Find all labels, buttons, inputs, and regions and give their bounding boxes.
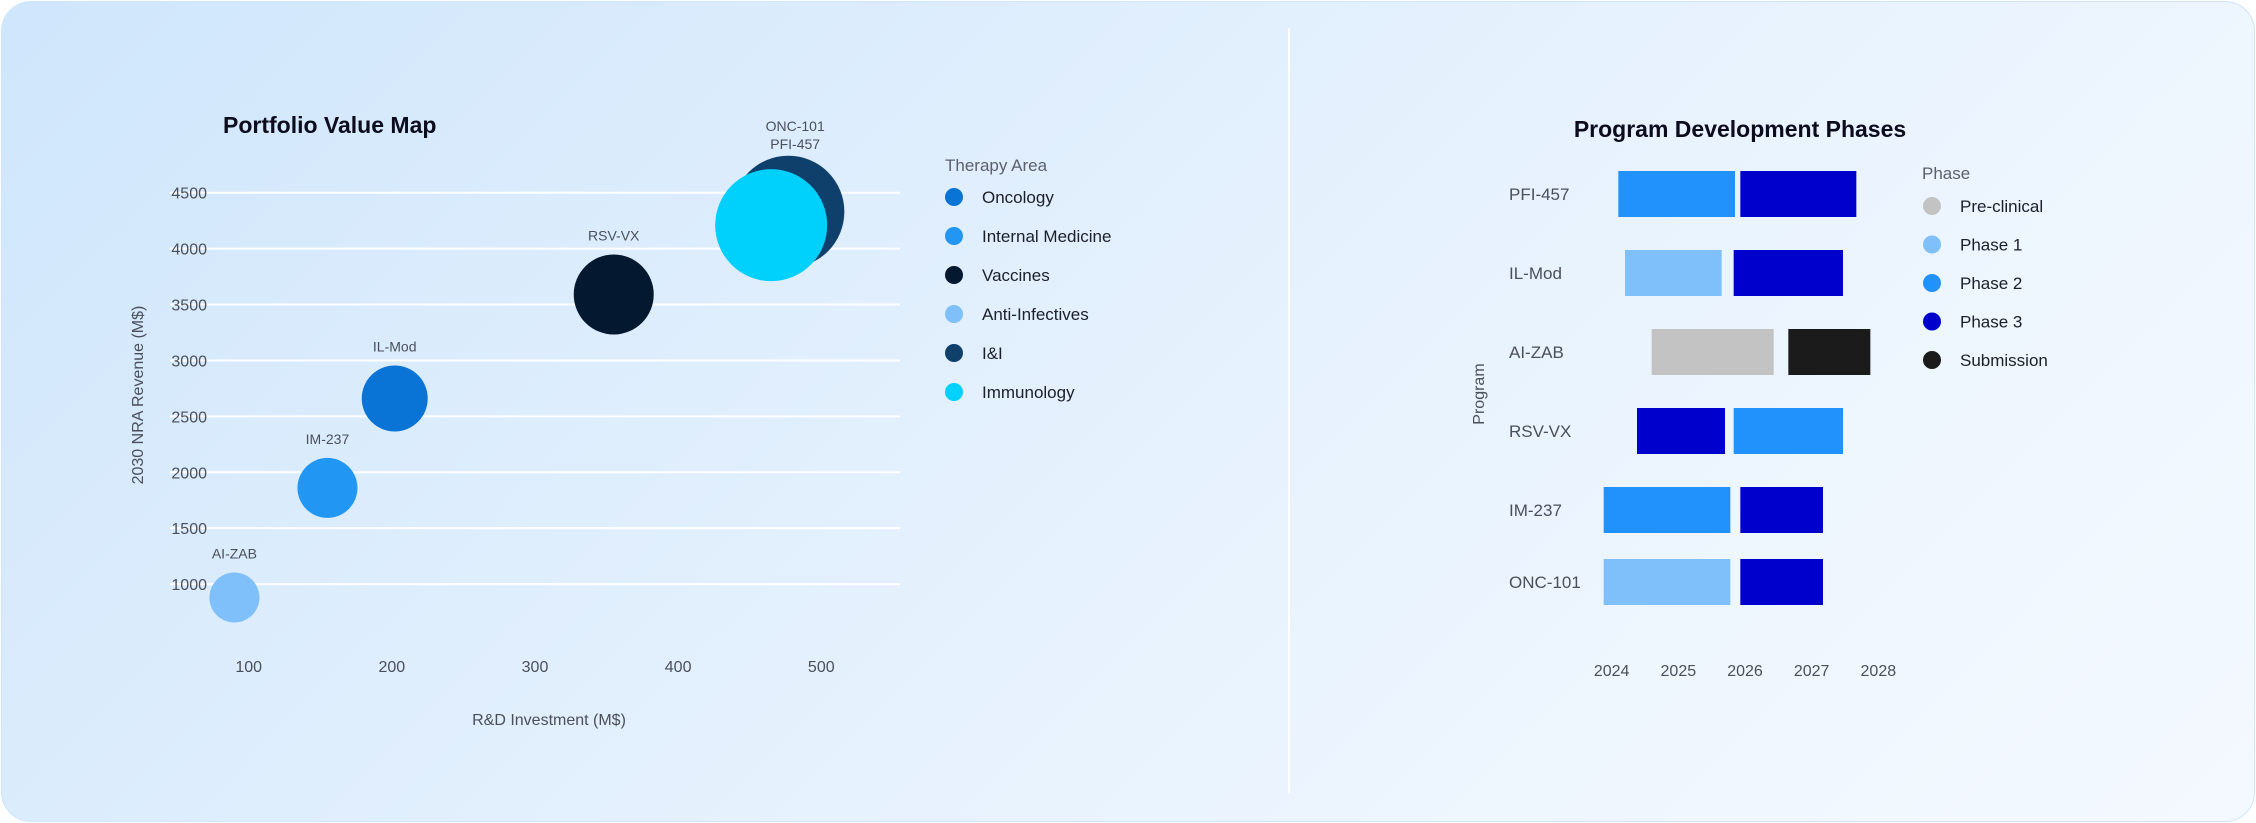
program-label: IL-Mod bbox=[1509, 264, 1562, 283]
legend-label: Internal Medicine bbox=[982, 227, 1111, 246]
gantt-chart-title: Program Development Phases bbox=[1574, 116, 1906, 142]
legend-swatch bbox=[1923, 274, 1941, 292]
legend-label: Oncology bbox=[982, 188, 1054, 207]
x-tick-label: 2027 bbox=[1794, 663, 1830, 680]
gantt-bar-onc-101 bbox=[1740, 559, 1823, 605]
bubble-label: AI-ZAB bbox=[212, 546, 257, 562]
legend-swatch bbox=[1923, 197, 1941, 215]
x-tick-label: 200 bbox=[379, 659, 406, 676]
bubble-label: ONC-101 bbox=[766, 118, 825, 134]
x-tick-label: 400 bbox=[665, 659, 692, 676]
program-label: AI-ZAB bbox=[1509, 343, 1564, 362]
bubble-chart-title: Portfolio Value Map bbox=[223, 112, 436, 138]
gantt-bar-ai-zab bbox=[1788, 329, 1871, 375]
y-tick-label: 2500 bbox=[171, 409, 207, 426]
legend-label: I&I bbox=[982, 344, 1003, 363]
y-axis-title: Program bbox=[1471, 363, 1488, 424]
legend-swatch bbox=[945, 227, 963, 245]
program-label: PFI-457 bbox=[1509, 185, 1569, 204]
y-tick-label: 1000 bbox=[171, 577, 207, 594]
legend-swatch bbox=[945, 383, 963, 401]
legend-swatch bbox=[945, 188, 963, 206]
y-tick-label: 3000 bbox=[171, 353, 207, 370]
gantt-bar-ai-zab bbox=[1651, 329, 1774, 375]
legend-swatch bbox=[1923, 235, 1941, 254]
y-tick-label: 4000 bbox=[171, 242, 207, 259]
panel-divider bbox=[1288, 28, 1290, 794]
legend-title: Phase bbox=[1922, 164, 1970, 183]
x-tick-label: 500 bbox=[808, 659, 835, 676]
y-tick-label: 4500 bbox=[171, 186, 207, 203]
legend-label: Submission bbox=[1960, 351, 2048, 370]
legend-label: Phase 3 bbox=[1960, 313, 2022, 332]
legend-label: Immunology bbox=[982, 383, 1075, 402]
gantt-bar-il-mod bbox=[1625, 250, 1722, 296]
x-tick-label: 2028 bbox=[1861, 663, 1897, 680]
bubble-pfi-457 bbox=[715, 169, 828, 282]
bubble-label: PFI-457 bbox=[770, 136, 820, 152]
legend-label: Phase 1 bbox=[1960, 236, 2022, 255]
gantt-bar-pfi-457 bbox=[1740, 171, 1857, 217]
legend-label: Phase 2 bbox=[1960, 274, 2022, 293]
legend-swatch bbox=[945, 266, 963, 284]
gantt-bar-im-237 bbox=[1603, 487, 1731, 533]
legend-swatch bbox=[1923, 312, 1941, 331]
y-tick-label: 2000 bbox=[171, 465, 207, 482]
legend-title: Therapy Area bbox=[945, 156, 1048, 175]
legend-swatch bbox=[945, 305, 963, 323]
legend-swatch bbox=[1923, 351, 1941, 369]
gantt-bar-pfi-457 bbox=[1618, 171, 1735, 217]
bubble-rsv-vx bbox=[573, 254, 654, 335]
x-tick-label: 300 bbox=[522, 659, 549, 676]
y-tick-label: 1500 bbox=[171, 521, 207, 538]
y-tick-label: 3500 bbox=[171, 298, 207, 315]
bubble-label: RSV-VX bbox=[588, 227, 640, 243]
x-tick-label: 100 bbox=[235, 659, 262, 676]
legend-label: Anti-Infectives bbox=[982, 305, 1089, 324]
gantt-bar-rsv-vx bbox=[1733, 408, 1843, 454]
program-label: RSV-VX bbox=[1509, 422, 1571, 441]
legend-label: Pre-clinical bbox=[1960, 197, 2043, 216]
legend-swatch bbox=[945, 344, 963, 362]
bubble-im-237 bbox=[297, 457, 358, 518]
bubble-label: IM-237 bbox=[306, 431, 350, 447]
x-tick-label: 2025 bbox=[1661, 663, 1697, 680]
gantt-bar-il-mod bbox=[1733, 250, 1843, 296]
gantt-bar-onc-101 bbox=[1603, 559, 1731, 605]
x-tick-label: 2026 bbox=[1727, 663, 1763, 680]
gantt-bar-im-237 bbox=[1740, 487, 1823, 533]
program-label: ONC-101 bbox=[1509, 573, 1581, 592]
bubble-ai-zab bbox=[209, 572, 260, 623]
legend-label: Vaccines bbox=[982, 266, 1050, 285]
bubble-il-mod bbox=[361, 365, 428, 432]
x-tick-label: 2024 bbox=[1594, 663, 1630, 680]
gantt-bar-rsv-vx bbox=[1637, 408, 1725, 454]
y-axis-title: 2030 NRA Revenue (M$) bbox=[130, 306, 147, 485]
bubble-label: IL-Mod bbox=[373, 338, 417, 354]
program-label: IM-237 bbox=[1509, 501, 1562, 520]
x-axis-title: R&D Investment (M$) bbox=[472, 712, 626, 729]
